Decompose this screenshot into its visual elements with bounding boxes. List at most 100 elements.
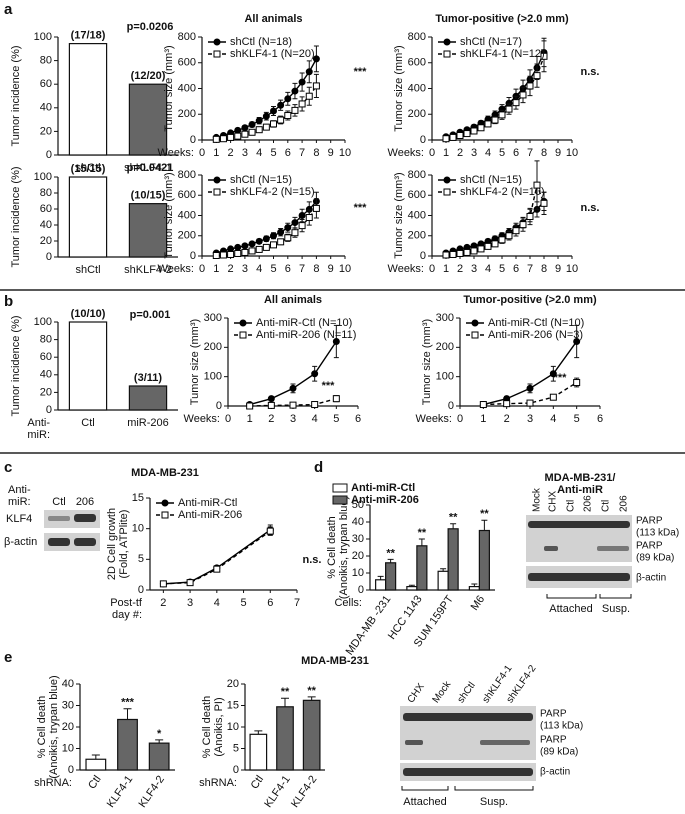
significance: ** xyxy=(307,685,316,697)
y-tick-label: 20 xyxy=(40,235,52,247)
row-label: PARP xyxy=(636,541,663,552)
blot-c: Anti- miR: Ctl 206 KLF4 β-actin xyxy=(4,484,100,551)
row-label: (113 kDa) xyxy=(636,528,679,539)
band xyxy=(48,516,70,521)
y-axis-label: Tumor size (mm³) xyxy=(393,45,405,131)
marker xyxy=(442,251,450,259)
x-tick-label: 2 xyxy=(228,263,234,275)
y-tick-label: 200 xyxy=(204,341,222,353)
x-tick-label: 1 xyxy=(480,413,486,425)
band xyxy=(74,514,96,522)
bar xyxy=(375,579,387,591)
y-tick-label: 600 xyxy=(408,189,426,201)
y-tick-label: 10 xyxy=(62,742,74,754)
x-tick-label: 2 xyxy=(160,597,166,609)
significance: *** xyxy=(121,697,135,709)
x-tick-label: 1 xyxy=(213,147,219,159)
chart-title: Tumor-positive (>2.0 mm) xyxy=(435,13,569,25)
y-tick-label: 0 xyxy=(138,584,144,596)
marker xyxy=(449,133,457,141)
x-tick-label: 6 xyxy=(597,413,603,425)
x-tick-label: 9 xyxy=(555,147,561,159)
legend-marker xyxy=(213,38,221,46)
x-tick-label: 4 xyxy=(256,263,262,275)
x-tick-label: 0 xyxy=(429,263,435,275)
series-line xyxy=(249,341,337,406)
x-axis-label: Weeks: xyxy=(388,263,424,275)
marker xyxy=(284,112,292,120)
x-axis-label: Post-tf xyxy=(110,597,143,609)
marker xyxy=(311,370,319,378)
marker xyxy=(262,235,270,243)
marker xyxy=(442,135,450,143)
x-tick-label: 5 xyxy=(499,263,505,275)
marker xyxy=(277,116,285,124)
bar xyxy=(128,203,168,258)
y-tick-label: 600 xyxy=(178,57,196,69)
y-tick-label: 200 xyxy=(178,108,196,120)
x-tick-label: 0 xyxy=(429,147,435,159)
x-tick-label: 10 xyxy=(339,263,351,275)
x-tick-label: 2 xyxy=(268,413,274,425)
x-tick-label: 1 xyxy=(247,413,253,425)
marker xyxy=(533,181,541,189)
legend-marker xyxy=(443,188,451,196)
y-tick-label: 15 xyxy=(132,492,144,504)
group-label: Susp. xyxy=(480,796,508,808)
y-axis-label: Tumor incidence (%) xyxy=(10,166,22,267)
marker xyxy=(213,565,221,573)
significance: ** xyxy=(281,686,290,698)
lane-label: shCtl xyxy=(456,680,478,705)
error-bar xyxy=(281,697,289,707)
x-tick-label: KLF4-1 xyxy=(105,774,136,810)
legend-label: Anti-miR-206 (N=11) xyxy=(256,329,356,341)
marker xyxy=(212,135,220,143)
row-label: KLF4 xyxy=(6,513,32,525)
bar xyxy=(468,585,480,591)
bracket xyxy=(401,786,449,791)
bar xyxy=(437,570,449,591)
y-axis-label: % Cell death xyxy=(201,696,213,758)
legend-marker xyxy=(443,50,451,58)
legend-label: shCtl (N=17) xyxy=(460,36,522,48)
marker xyxy=(503,400,511,408)
error-bar xyxy=(91,754,100,760)
marker xyxy=(470,247,478,255)
marker xyxy=(241,248,249,256)
x-tick-label: KLF4-2 xyxy=(289,774,320,810)
lane-header: Anti- xyxy=(8,484,31,496)
legend-label: shCtl (N=18) xyxy=(230,36,292,48)
error-bar xyxy=(471,583,478,587)
bracket xyxy=(599,594,632,599)
y-tick-label: 10 xyxy=(132,523,144,535)
blot-title: Anti-miR xyxy=(557,484,603,496)
marker xyxy=(512,99,520,107)
x-axis-label: Weeks: xyxy=(158,263,194,275)
marker xyxy=(159,580,167,588)
legend-label: shKLF4-1 (N=20) xyxy=(230,48,315,60)
marker xyxy=(234,243,242,251)
row-label: β-actin xyxy=(4,536,37,548)
series-line xyxy=(445,56,545,140)
y-tick-label: 20 xyxy=(40,125,52,137)
y-tick-label: 5 xyxy=(138,553,144,565)
annotation: *** xyxy=(554,372,568,384)
error-bar xyxy=(481,519,488,531)
y-tick-label: 0 xyxy=(46,149,52,161)
marker xyxy=(255,126,263,134)
marker xyxy=(219,251,227,259)
x-tick-label: 6 xyxy=(513,263,519,275)
chart-title: Tumor-positive (>2.0 mm) xyxy=(463,294,597,306)
lane-label: Ctl xyxy=(601,500,612,512)
marker xyxy=(470,127,478,135)
x-tick-label: 0 xyxy=(225,413,231,425)
x-tick-label: 5 xyxy=(240,597,246,609)
panel-letter: d xyxy=(314,459,323,476)
x-tick-label: 1 xyxy=(213,263,219,275)
x-tick-label: 3 xyxy=(187,597,193,609)
marker xyxy=(491,240,499,248)
x-axis-label: day #: xyxy=(112,609,142,621)
y-tick-label: 0 xyxy=(358,584,364,596)
marker xyxy=(540,52,548,60)
